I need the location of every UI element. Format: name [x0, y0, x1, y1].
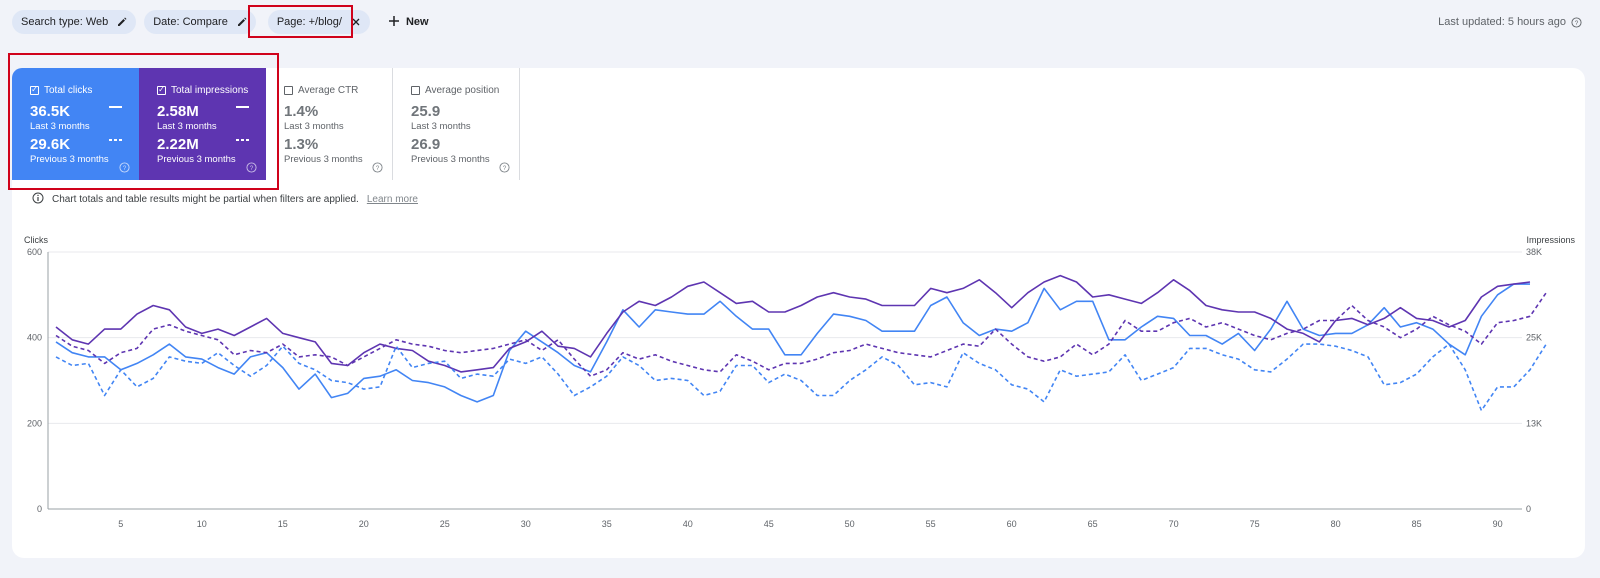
learn-more-link[interactable]: Learn more [366, 194, 418, 205]
y-tick-label-left: 600 [27, 247, 42, 257]
x-tick-label: 85 [1412, 519, 1422, 529]
svg-text:?: ? [503, 165, 507, 172]
x-tick-label: 15 [278, 519, 288, 529]
partial-results-notice: Chart totals and table results might be … [32, 192, 418, 207]
svg-text:?: ? [376, 165, 380, 172]
y-tick-label-left: 0 [37, 504, 42, 514]
metric-current-value: 2.58M [157, 103, 199, 120]
checkbox-checked-icon[interactable]: ✓ [30, 85, 39, 95]
metric-current-period: Last 3 months [411, 121, 471, 132]
dashed-line-legend-icon [109, 139, 122, 141]
metric-current-value: 36.5K [30, 103, 71, 120]
metric-label: Total impressions [171, 84, 249, 96]
filter-chip-search-type[interactable]: Search type: Web [12, 10, 137, 34]
filter-chip-date[interactable]: Date: Compare [144, 10, 256, 34]
notice-text: Chart totals and table results might be … [52, 194, 359, 205]
metric-average-ctr[interactable]: Average CTR 1.4% Last 3 months 1.3% Prev… [266, 68, 393, 180]
metric-previous-period: Previous 3 months [411, 154, 490, 165]
metric-previous-period: Previous 3 months [30, 154, 109, 165]
y-axis-left-title: Clicks [24, 235, 48, 245]
help-icon[interactable]: ? [372, 160, 383, 173]
filter-chip-label: Date: Compare [153, 16, 228, 28]
new-filter-label: New [405, 16, 429, 28]
y-tick-label-right: 0 [1526, 504, 1531, 514]
last-updated-text: Last updated: 5 hours ago [1438, 16, 1566, 28]
performance-card: ✓ Total clicks 36.5K Last 3 months 29.6K … [12, 68, 1585, 558]
checkbox-checked-icon[interactable]: ✓ [157, 85, 166, 95]
svg-text:?: ? [123, 165, 127, 172]
metric-previous-period: Previous 3 months [157, 154, 236, 165]
checkbox-unchecked-icon[interactable] [284, 85, 293, 95]
metric-label: Average CTR [298, 84, 359, 96]
x-tick-label: 55 [926, 519, 936, 529]
svg-text:?: ? [1575, 19, 1579, 26]
metric-current-period: Last 3 months [284, 121, 344, 132]
help-icon[interactable]: ? [499, 160, 510, 173]
y-tick-label-right: 38K [1526, 247, 1542, 257]
plus-icon [388, 15, 400, 30]
solid-line-legend-icon [236, 106, 249, 108]
help-icon[interactable]: ? [1571, 16, 1582, 28]
edit-pencil-icon[interactable] [116, 16, 128, 28]
info-icon [32, 192, 44, 207]
help-icon[interactable]: ? [246, 160, 257, 173]
dashed-line-legend-icon [236, 139, 249, 141]
x-tick-label: 70 [1169, 519, 1179, 529]
current-clicks-line [55, 283, 1530, 403]
metric-label: Total clicks [44, 84, 93, 96]
metric-total-clicks[interactable]: ✓ Total clicks 36.5K Last 3 months 29.6K … [12, 68, 139, 180]
x-tick-label: 20 [359, 519, 369, 529]
last-updated: Last updated: 5 hours ago ? [1438, 16, 1582, 28]
metric-current-value: 1.4% [284, 103, 319, 120]
x-tick-label: 5 [118, 519, 123, 529]
metric-label: Average position [425, 84, 500, 96]
metric-tabs: ✓ Total clicks 36.5K Last 3 months 29.6K … [12, 68, 520, 180]
y-tick-label-right: 13K [1526, 418, 1542, 428]
previous-clicks-line [55, 343, 1547, 412]
x-tick-label: 35 [602, 519, 612, 529]
metric-previous-value: 1.3% [284, 136, 319, 153]
close-icon[interactable] [350, 16, 362, 28]
x-tick-label: 10 [197, 519, 207, 529]
metric-current-value: 25.9 [411, 103, 441, 120]
x-tick-label: 75 [1250, 519, 1260, 529]
x-tick-label: 90 [1493, 519, 1503, 529]
checkbox-unchecked-icon[interactable] [411, 85, 420, 95]
y-tick-label-left: 400 [27, 333, 42, 343]
x-tick-label: 45 [764, 519, 774, 529]
x-tick-label: 60 [1007, 519, 1017, 529]
filter-chip-label: Search type: Web [21, 16, 109, 28]
x-tick-label: 40 [683, 519, 693, 529]
metric-average-position[interactable]: Average position 25.9 Last 3 months 26.9… [393, 68, 520, 180]
y-tick-label-right: 25K [1526, 333, 1542, 343]
x-tick-label: 30 [521, 519, 531, 529]
svg-text:?: ? [250, 165, 254, 172]
metric-total-impressions[interactable]: ✓ Total impressions 2.58M Last 3 months 2… [139, 68, 266, 180]
edit-pencil-icon[interactable] [236, 16, 248, 28]
filter-chip-label: Page: +/blog/ [276, 16, 342, 28]
new-filter-button[interactable]: New [388, 15, 429, 30]
previous-impressions-line [55, 292, 1547, 378]
metric-previous-value: 29.6K [30, 136, 71, 153]
x-tick-label: 80 [1331, 519, 1341, 529]
metric-current-period: Last 3 months [157, 121, 217, 132]
y-axis-right-title: Impressions [1526, 235, 1575, 245]
metric-previous-value: 26.9 [411, 136, 441, 153]
y-tick-label-left: 200 [27, 418, 42, 428]
metric-current-period: Last 3 months [30, 121, 90, 132]
x-tick-label: 50 [845, 519, 855, 529]
x-tick-label: 25 [440, 519, 450, 529]
metric-previous-period: Previous 3 months [284, 154, 363, 165]
metric-previous-value: 2.22M [157, 136, 199, 153]
help-icon[interactable]: ? [119, 160, 130, 173]
solid-line-legend-icon [109, 106, 122, 108]
x-tick-label: 65 [1088, 519, 1098, 529]
current-impressions-line [55, 274, 1531, 373]
